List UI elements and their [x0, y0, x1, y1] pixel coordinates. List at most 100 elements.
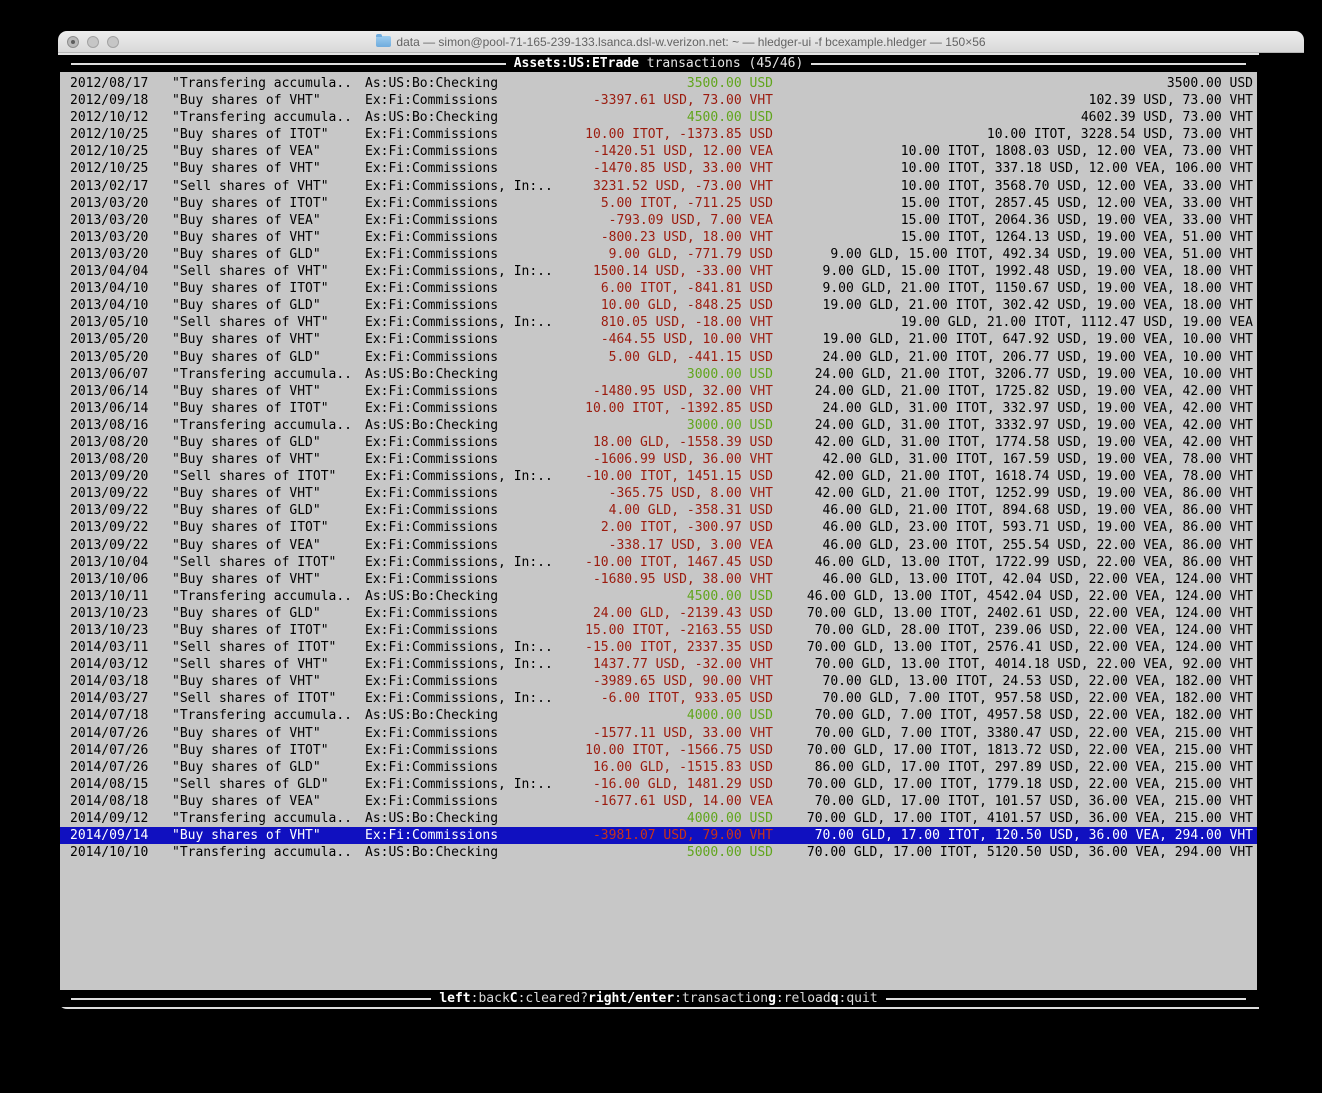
cell-change-amount: 4.00 GLD, -358.31 USD [608, 503, 773, 519]
table-row[interactable]: 2012/10/25 "Buy shares of ITOT" Ex:Fi:Co… [60, 126, 1257, 143]
cell-balance: 24.00 GLD, 31.00 ITOT, 3332.97 USD, 19.0… [814, 417, 1253, 433]
cell-description: "Buy shares of ITOT" [172, 742, 329, 758]
minimize-button-icon[interactable] [87, 36, 99, 48]
table-row[interactable]: 2012/09/18 "Buy shares of VHT" Ex:Fi:Com… [60, 92, 1257, 109]
cell-description: "Sell shares of ITOT" [172, 640, 337, 656]
header-rule-left [71, 62, 506, 65]
table-row[interactable]: 2014/08/15 "Sell shares of GLD" Ex:Fi:Co… [60, 776, 1257, 793]
cell-change-amount: 3000.00 USD [686, 366, 773, 382]
table-row[interactable]: 2013/10/11 "Transfering accumula.. As:US… [60, 588, 1257, 605]
key-hint-action: :quit [838, 991, 878, 1006]
table-row[interactable]: 2012/10/25 "Buy shares of VEA" Ex:Fi:Com… [60, 143, 1257, 160]
cell-change-amount: -3989.65 USD, 90.00 VHT [592, 674, 773, 690]
cell-balance: 24.00 GLD, 21.00 ITOT, 206.77 USD, 19.00… [822, 349, 1253, 365]
register-title: Assets:US:ETrade transactions (45/46) [514, 56, 804, 71]
table-row[interactable]: 2012/10/12 "Transfering accumula.. As:US… [60, 109, 1257, 126]
footer-rule-left [71, 997, 432, 1000]
table-row[interactable]: 2014/10/10 "Transfering accumula.. As:US… [60, 844, 1257, 861]
table-row[interactable]: 2013/03/20 "Buy shares of GLD" Ex:Fi:Com… [60, 246, 1257, 263]
cell-other-accounts: As:US:Bo:Checking [365, 110, 499, 126]
cell-date: 2013/09/20 [70, 469, 149, 485]
cell-date: 2013/10/23 [70, 623, 149, 638]
table-row[interactable]: 2013/03/20 "Buy shares of ITOT" Ex:Fi:Co… [60, 195, 1257, 212]
help-bar: left:back C:cleared? right/enter:transac… [58, 990, 1259, 1009]
cell-balance: 70.00 GLD, 17.00 ITOT, 101.57 USD, 36.00… [814, 793, 1253, 809]
table-row[interactable]: 2013/08/20 "Buy shares of GLD" Ex:Fi:Com… [60, 434, 1257, 451]
table-row[interactable]: 2012/10/25 "Buy shares of VHT" Ex:Fi:Com… [60, 160, 1257, 177]
table-row[interactable]: 2013/10/06 "Buy shares of VHT" Ex:Fi:Com… [60, 571, 1257, 588]
table-row[interactable]: 2013/06/14 "Buy shares of VHT" Ex:Fi:Com… [60, 383, 1257, 400]
cell-description: "Buy shares of VEA" [172, 793, 321, 809]
table-row[interactable]: 2013/05/10 "Sell shares of VHT" Ex:Fi:Co… [60, 314, 1257, 331]
cell-change-amount: -10.00 ITOT, 1467.45 USD [585, 554, 773, 570]
cell-description: "Sell shares of ITOT" [172, 691, 337, 707]
cell-description: "Transfering accumula.. [172, 811, 353, 827]
cell-other-accounts: Ex:Fi:Commissions [365, 93, 499, 109]
table-row[interactable]: 2014/07/18 "Transfering accumula.. As:US… [60, 707, 1257, 724]
cell-date: 2013/08/20 [70, 434, 149, 450]
table-row[interactable]: 2014/08/18 "Buy shares of VEA" Ex:Fi:Com… [60, 793, 1257, 810]
table-row[interactable]: 2014/03/11 "Sell shares of ITOT" Ex:Fi:C… [60, 639, 1257, 656]
table-row[interactable]: 2013/04/10 "Buy shares of GLD" Ex:Fi:Com… [60, 297, 1257, 314]
cell-description: "Buy shares of ITOT" [172, 281, 329, 297]
cell-description: "Buy shares of VHT" [172, 486, 321, 502]
cell-other-accounts: As:US:Bo:Checking [365, 588, 499, 604]
cell-date: 2013/10/23 [70, 605, 149, 621]
table-row[interactable]: 2013/08/20 "Buy shares of VHT" Ex:Fi:Com… [60, 451, 1257, 468]
table-row[interactable]: 2012/08/17 "Transfering accumula.. As:US… [60, 75, 1257, 92]
table-row[interactable]: 2014/09/12 "Transfering accumula.. As:US… [60, 810, 1257, 827]
table-row[interactable]: 2013/10/23 "Buy shares of ITOT" Ex:Fi:Co… [60, 622, 1257, 639]
table-row[interactable]: 2013/03/20 "Buy shares of VHT" Ex:Fi:Com… [60, 229, 1257, 246]
cell-change-amount: 15.00 ITOT, -2163.55 USD [585, 623, 773, 638]
cell-change-amount: -1420.51 USD, 12.00 VEA [592, 144, 773, 160]
table-row[interactable]: 2013/06/14 "Buy shares of ITOT" Ex:Fi:Co… [60, 400, 1257, 417]
cell-description: "Transfering accumula.. [172, 845, 353, 861]
table-row[interactable]: 2014/03/12 "Sell shares of VHT" Ex:Fi:Co… [60, 656, 1257, 673]
table-row-selected[interactable]: 2014/09/14 "Buy shares of VHT" Ex:Fi:Com… [60, 827, 1257, 845]
table-row[interactable]: 2013/04/10 "Buy shares of ITOT" Ex:Fi:Co… [60, 280, 1257, 297]
table-row[interactable]: 2013/04/04 "Sell shares of VHT" Ex:Fi:Co… [60, 263, 1257, 280]
table-row[interactable]: 2013/10/23 "Buy shares of GLD" Ex:Fi:Com… [60, 605, 1257, 622]
cell-balance: 42.00 GLD, 21.00 ITOT, 1252.99 USD, 19.0… [814, 486, 1253, 502]
table-row[interactable]: 2013/10/04 "Sell shares of ITOT" Ex:Fi:C… [60, 554, 1257, 571]
cell-balance: 70.00 GLD, 17.00 ITOT, 4101.57 USD, 36.0… [806, 811, 1253, 827]
table-row[interactable]: 2013/09/22 "Buy shares of VEA" Ex:Fi:Com… [60, 537, 1257, 554]
cell-other-accounts: Ex:Fi:Commissions, In:.. [365, 554, 553, 570]
table-row[interactable]: 2013/05/20 "Buy shares of GLD" Ex:Fi:Com… [60, 349, 1257, 366]
zoom-button-icon[interactable] [107, 36, 119, 48]
table-row[interactable]: 2013/09/20 "Sell shares of ITOT" Ex:Fi:C… [60, 468, 1257, 485]
table-row[interactable]: 2013/09/22 "Buy shares of ITOT" Ex:Fi:Co… [60, 519, 1257, 536]
table-row[interactable]: 2013/02/17 "Sell shares of VHT" Ex:Fi:Co… [60, 178, 1257, 195]
table-row[interactable]: 2014/07/26 "Buy shares of VHT" Ex:Fi:Com… [60, 725, 1257, 742]
table-row[interactable]: 2013/06/07 "Transfering accumula.. As:US… [60, 366, 1257, 383]
table-row[interactable]: 2013/03/20 "Buy shares of VEA" Ex:Fi:Com… [60, 212, 1257, 229]
cell-other-accounts: Ex:Fi:Commissions [365, 127, 499, 143]
table-row[interactable]: 2014/07/26 "Buy shares of GLD" Ex:Fi:Com… [60, 759, 1257, 776]
close-button-icon[interactable] [67, 36, 79, 48]
cell-description: "Sell shares of VHT" [172, 264, 329, 280]
terminal-screen: Assets:US:ETrade transactions (45/46) 20… [58, 53, 1304, 1009]
cell-other-accounts: Ex:Fi:Commissions [365, 605, 499, 621]
cell-date: 2014/10/10 [70, 845, 149, 861]
key-hint-key: g [768, 991, 776, 1006]
table-row[interactable]: 2013/09/22 "Buy shares of VHT" Ex:Fi:Com… [60, 485, 1257, 502]
cell-description: "Buy shares of VHT" [172, 674, 321, 690]
cell-description: "Transfering accumula.. [172, 708, 353, 724]
cell-other-accounts: Ex:Fi:Commissions [365, 759, 499, 775]
cell-change-amount: 10.00 GLD, -848.25 USD [600, 298, 773, 314]
cell-change-amount: 10.00 ITOT, -1373.85 USD [585, 127, 773, 143]
cell-other-accounts: Ex:Fi:Commissions [365, 144, 499, 160]
cell-balance: 10.00 ITOT, 337.18 USD, 12.00 VEA, 106.0… [900, 161, 1253, 177]
cell-date: 2013/08/20 [70, 452, 149, 468]
table-row[interactable]: 2013/09/22 "Buy shares of GLD" Ex:Fi:Com… [60, 502, 1257, 519]
cell-description: "Buy shares of VHT" [172, 571, 321, 587]
table-row[interactable]: 2013/08/16 "Transfering accumula.. As:US… [60, 417, 1257, 434]
table-row[interactable]: 2014/03/18 "Buy shares of VHT" Ex:Fi:Com… [60, 673, 1257, 690]
cell-balance: 42.00 GLD, 31.00 ITOT, 1774.58 USD, 19.0… [814, 434, 1253, 450]
titlebar[interactable]: data — simon@pool-71-165-239-133.lsanca.… [58, 31, 1304, 53]
cell-balance: 9.00 GLD, 15.00 ITOT, 492.34 USD, 19.00 … [830, 246, 1253, 262]
table-row[interactable]: 2014/07/26 "Buy shares of ITOT" Ex:Fi:Co… [60, 742, 1257, 759]
table-row[interactable]: 2014/03/27 "Sell shares of ITOT" Ex:Fi:C… [60, 690, 1257, 707]
cell-description: "Sell shares of VHT" [172, 657, 329, 673]
table-row[interactable]: 2013/05/20 "Buy shares of VHT" Ex:Fi:Com… [60, 331, 1257, 348]
